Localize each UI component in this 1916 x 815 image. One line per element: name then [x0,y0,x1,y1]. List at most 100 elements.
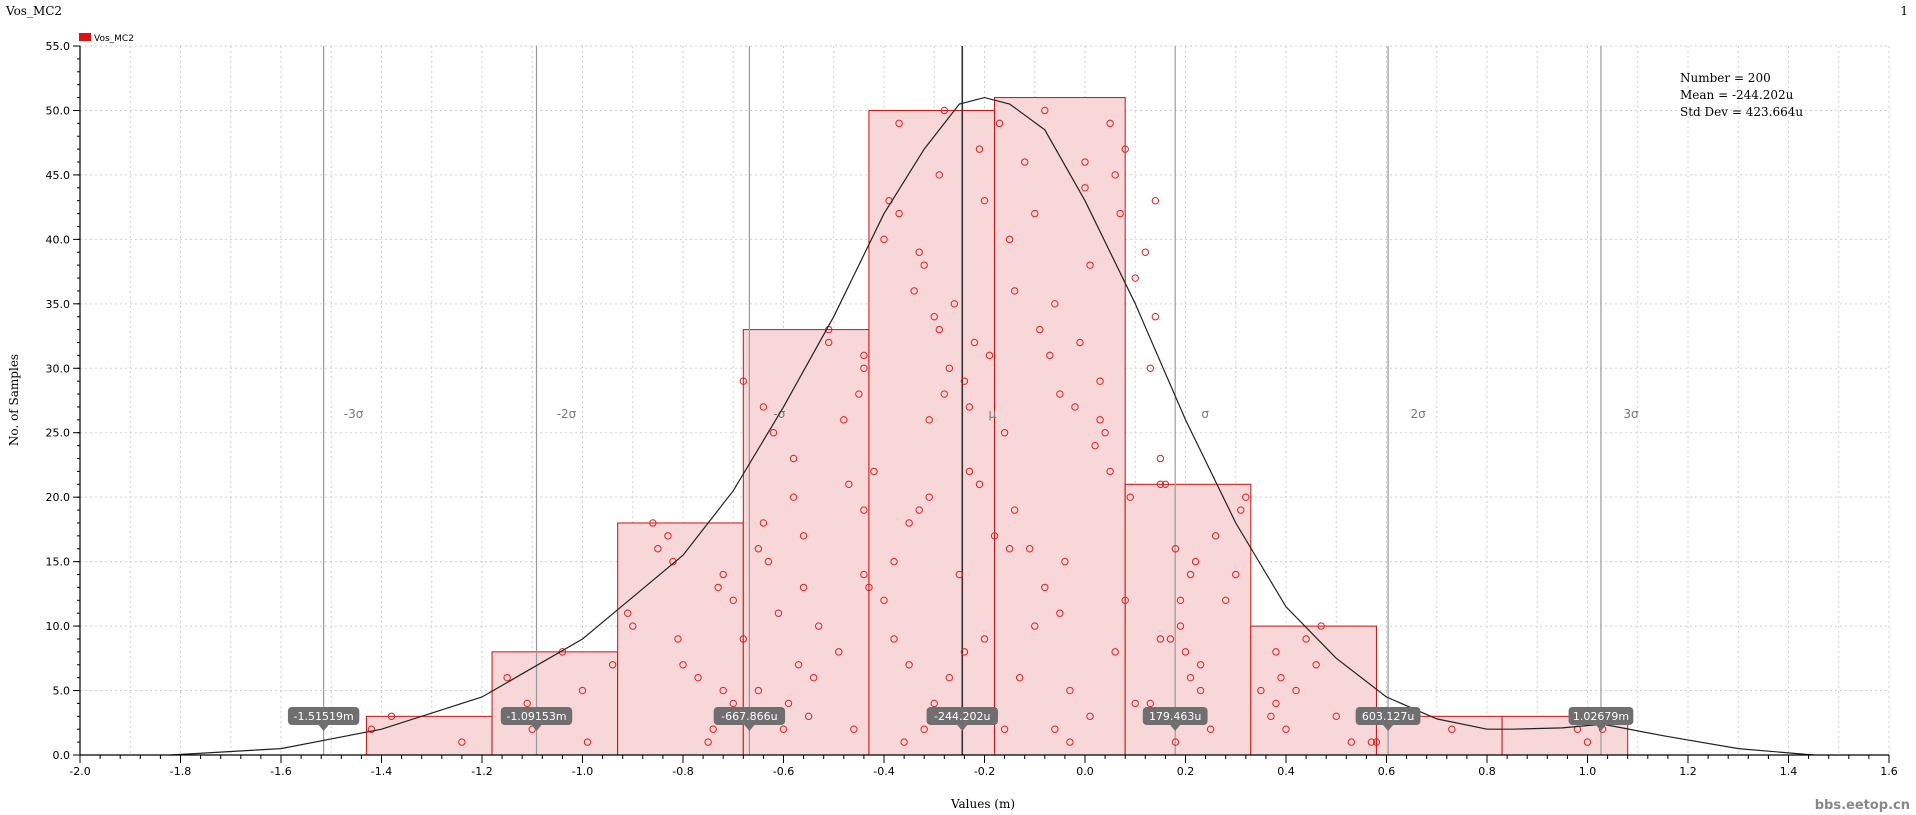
sample-point [940,390,948,398]
histogram-bar [742,329,870,756]
sigma-marker: -1.51519m [287,707,360,731]
sample-point [955,570,964,579]
stats-box: Number = 200 Mean = -244.202u Std Dev = … [1680,71,1803,119]
sample-point [789,454,798,463]
sample-point [1066,686,1074,695]
sample-point [1126,493,1134,501]
x-tick-label: -2.0 [69,765,90,778]
sample-point [855,390,863,398]
x-tick-label: 0.0 [1076,765,1094,778]
sample-point [1131,699,1139,708]
sample-point [1222,596,1230,605]
sample-point [1242,493,1250,501]
sigma-marker-text: -1.09153m [506,710,566,723]
y-tick-label: 45.0 [46,169,71,182]
sample-point [1111,171,1119,179]
sigma-marker-text: -667.866u [721,710,777,723]
page-index: 1 [1900,4,1908,18]
axes: -2.0 -1.8 -1.6 -1.4 -1.2 -1.0 -0.8 -0.6 -0.4 -0.2… [46,40,1898,778]
sample-point [719,686,727,695]
sample-point [1081,184,1089,192]
x-tick-label: 0.8 [1478,765,1496,778]
sample-point [794,661,803,669]
sample-point [1010,287,1019,295]
sample-point [1237,506,1245,514]
sample-point [739,377,747,385]
sample-point [965,403,974,411]
y-tick-label: 55.0 [46,40,71,53]
sample-point [1066,738,1074,746]
sample-point [1186,673,1195,682]
sample-point [945,364,954,372]
x-tick-label: 1.0 [1579,765,1597,778]
sample-point [1186,570,1195,579]
sigma-marker-pointer [1383,725,1394,731]
sample-point [1010,506,1019,514]
sample-point [960,377,969,385]
sample-point [930,699,938,708]
sample-point [930,313,938,321]
sample-point [694,673,702,682]
sample-point [799,583,808,592]
sample-point [1232,570,1240,579]
sample-point [458,738,466,746]
sigma-marker: 179.463u [1142,707,1208,731]
density-curve-path [170,96,1814,756]
sample-point [1171,738,1180,746]
sample-point [890,557,898,566]
x-tick-label: -1.0 [572,765,593,778]
sample-point [729,596,737,605]
sample-point [1096,416,1104,424]
sample-points [367,106,1607,746]
x-tick-label: 1.2 [1679,765,1697,778]
sample-point [890,635,898,643]
sample-point [1041,583,1049,592]
sample-point [774,609,783,617]
sample-point [1292,686,1300,695]
y-tick-label: 35.0 [46,298,71,311]
sigma-marker-bubble [287,707,360,725]
sample-point [1056,609,1064,617]
sample-point [920,725,928,733]
stat-number: Number = 200 [1680,71,1771,85]
sample-point [779,725,788,733]
sample-point [1191,557,1200,566]
sample-point [1101,429,1109,437]
sigma-marker-pointer [744,725,755,731]
sample-point [1071,403,1079,411]
sample-point [1056,390,1064,398]
sample-point [1583,738,1592,746]
sample-point [940,106,948,115]
sigma-marker-text: 1.02679m [1573,710,1629,723]
x-tick-label: -1.2 [471,765,492,778]
sample-point [1026,545,1034,553]
sample-point [799,532,808,540]
histogram-bar [1250,625,1377,756]
sample-point [840,416,848,424]
sample-point [925,493,933,501]
sigma-lines: -3σ -2σ -σ μ σ 2σ 3σ [323,46,1639,755]
sample-point [895,209,903,218]
sample-point [860,570,868,579]
sample-point [759,519,768,527]
sample-point [950,300,959,308]
sample-point [503,673,511,682]
sample-point [1448,725,1456,733]
watermark: bbs.eetop.cn [1814,798,1910,813]
x-axis-title: Values (m) [950,797,1015,811]
sample-point [900,738,908,746]
sample-point [1206,725,1215,733]
sample-point [789,493,798,501]
sample-point [729,699,737,708]
sigma-marker: 603.127u [1355,707,1421,731]
sigma-label: μ [988,407,996,421]
sample-point [1146,699,1155,708]
sample-point [1031,622,1039,630]
sample-point [1272,648,1280,656]
sample-point [578,686,587,695]
y-tick-label: 40.0 [46,233,71,246]
sigma-marker-pointer [1595,725,1606,731]
sample-point [845,480,853,488]
sample-point [754,545,763,553]
